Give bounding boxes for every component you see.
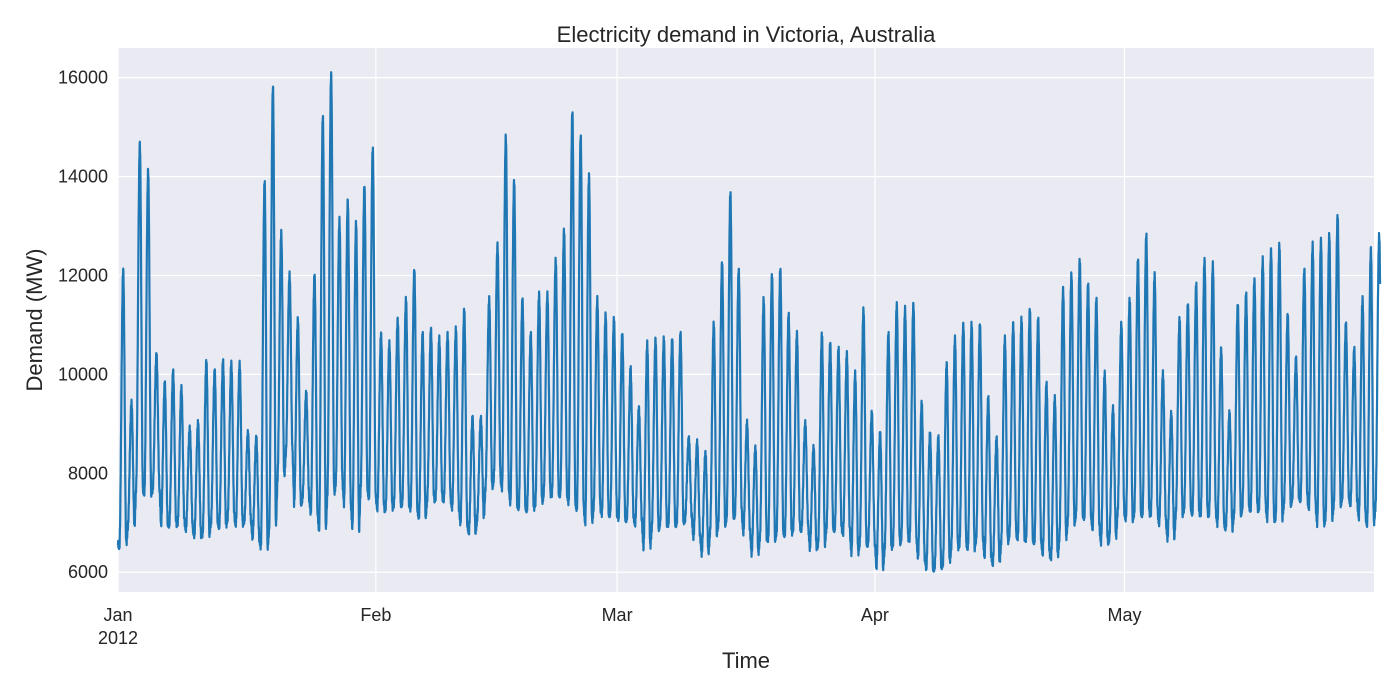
x-tick-label: Feb — [360, 605, 391, 625]
y-tick-label: 10000 — [58, 364, 108, 384]
y-tick-label: 16000 — [58, 68, 108, 88]
plot-area — [118, 48, 1374, 592]
chart-title: Electricity demand in Victoria, Australi… — [557, 22, 936, 47]
y-tick-label: 6000 — [68, 562, 108, 582]
x-tick-label: Mar — [602, 605, 633, 625]
y-axis-title: Demand (MW) — [22, 248, 47, 391]
x-tick-label: Apr — [861, 605, 889, 625]
x-tick-label: Jan — [103, 605, 132, 625]
y-tick-label: 8000 — [68, 463, 108, 483]
x-axis-title: Time — [722, 648, 770, 673]
x-tick-sublabel: 2012 — [98, 628, 138, 648]
x-tick-label: May — [1107, 605, 1141, 625]
y-tick-label: 14000 — [58, 167, 108, 187]
series-layer — [116, 71, 1382, 573]
tick-labels: 6000 8000 10000 12000 14000 16000 Jan 2012 Feb Ma… — [58, 68, 1142, 648]
y-tick-label: 12000 — [58, 265, 108, 285]
demand-series-line — [116, 71, 1382, 573]
